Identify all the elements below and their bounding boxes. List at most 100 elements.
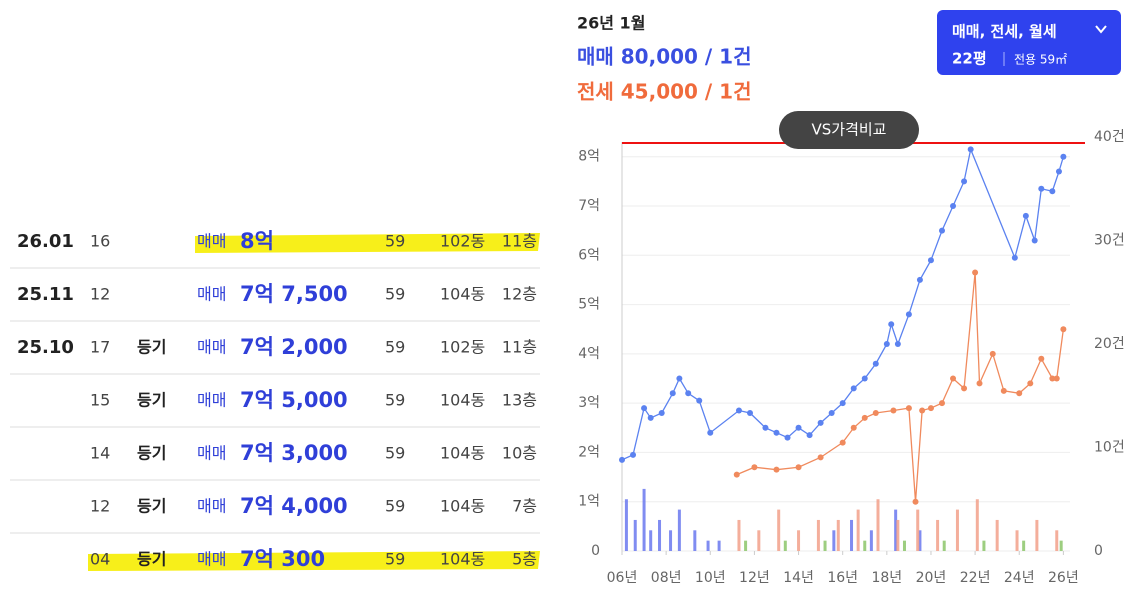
cell-kind: 매매 [197, 285, 226, 304]
x-tick-label: 24년 [1004, 570, 1035, 586]
highlight [88, 551, 540, 571]
cell-day: 12 [90, 497, 110, 516]
volume-bar [918, 530, 922, 551]
price-dot [1055, 168, 1062, 175]
cell-status: 등기 [137, 338, 166, 357]
cell-floor: 12층 [502, 285, 537, 304]
price-dot [747, 410, 753, 416]
compare-label: VS가격비교 [812, 121, 887, 139]
cell-dong: 104동 [440, 444, 485, 463]
cell-kind: 매매 [197, 497, 226, 516]
volume-bar [737, 519, 741, 551]
price-dot [828, 410, 835, 416]
price-dot [817, 419, 824, 426]
price-dot [773, 429, 780, 436]
x-tick-label: 08년 [651, 570, 682, 586]
y-tick-label: 1억 [578, 494, 600, 510]
x-tick-label: 20년 [916, 570, 947, 586]
price-dot [707, 429, 714, 436]
y-tick-label: 2억 [578, 444, 600, 460]
cell-date: 26.01 [17, 231, 74, 252]
cell-area: 59 [385, 497, 405, 516]
cell-dong: 104동 [440, 391, 485, 410]
price-dot [872, 410, 879, 416]
deal-table: 26.01 16 매매 8억 59 102동 11층 25.11 12 매매 7억 7,500 59 1… [10, 229, 540, 571]
price-dot [850, 385, 857, 392]
price-dot [1011, 254, 1018, 261]
cell-kind: 매매 [197, 444, 226, 463]
chart: 0 1억 2억 3억 4억 5억 6억 7억 8억 0 10건 20건 30건 40건 06년 08년 10년 1… [578, 129, 1125, 586]
y2-tick-label: 10건 [1094, 440, 1125, 456]
volume-bar [995, 519, 999, 551]
price-dot [1060, 153, 1067, 160]
price-dot [676, 375, 683, 382]
chevron [1095, 25, 1107, 34]
cell-area: 59 [385, 550, 405, 569]
price-dot [927, 405, 934, 412]
compare-button[interactable]: VS가격비교 [779, 111, 919, 149]
cell-price: 7억 3,000 [240, 441, 348, 465]
cell-kind: 매매 [197, 232, 226, 251]
filter-button[interactable]: 매매, 전세, 월세 22평 전용 59㎡ [937, 10, 1121, 75]
y-tick-label: 3억 [578, 395, 600, 411]
volume-bar [658, 519, 662, 551]
volume-bar [757, 530, 761, 551]
cell-dong: 104동 [440, 285, 485, 304]
volume-bar [902, 540, 906, 551]
price-dot [762, 424, 769, 431]
price-dot [894, 341, 901, 347]
volume-bar [1055, 530, 1059, 551]
price-dot [1016, 390, 1023, 397]
price-dot [950, 203, 957, 209]
volume-bar [706, 540, 710, 551]
y2-tick-label: 40건 [1094, 129, 1125, 145]
price-dot [696, 397, 703, 404]
volume-bar [832, 530, 836, 551]
volume-bar [693, 530, 697, 551]
y-tick-label: 6억 [578, 247, 600, 263]
compare-bg [779, 111, 919, 149]
button-bg [937, 10, 1121, 75]
x-tick-label: 14년 [783, 570, 814, 586]
cell-day: 15 [90, 391, 110, 410]
volume-bar [856, 509, 860, 551]
month: 26년 1월 [577, 14, 645, 33]
price-dot [839, 439, 846, 446]
volume-bar [816, 519, 820, 551]
volume-bar [869, 530, 873, 551]
volume-bar [1059, 540, 1063, 551]
price-dot [919, 407, 926, 414]
x-tick-label: 16년 [827, 570, 858, 586]
volume-bar [982, 540, 986, 551]
filter-label: 매매, 전세, 월세 [952, 23, 1057, 41]
price-dot [735, 407, 742, 414]
cell-dong: 104동 [440, 497, 485, 516]
cell-day: 16 [90, 232, 110, 251]
cell-floor: 11층 [502, 338, 537, 357]
price-line [736, 272, 1065, 502]
volume-bar [942, 540, 946, 551]
cell-area: 59 [385, 232, 405, 251]
y-tick-label: 5억 [578, 297, 600, 313]
y-tick-label: 8억 [578, 149, 600, 165]
cell-area: 59 [385, 338, 405, 357]
x-tick-label: 22년 [960, 570, 991, 586]
price-dot [1000, 387, 1007, 394]
price-dot [972, 269, 979, 276]
volume-bar [783, 540, 787, 551]
price-dot [912, 498, 919, 505]
volume-bar [850, 519, 854, 551]
x-tick-label: 12년 [739, 570, 770, 586]
volume-bar [863, 540, 867, 551]
cell-status: 등기 [137, 391, 166, 410]
price-dot [961, 178, 968, 185]
price-dot [773, 466, 780, 473]
jeonse-summary: 전세 45,000 / 1건 [577, 80, 752, 104]
y2-tick-label: 20건 [1094, 336, 1125, 352]
cell-status: 등기 [137, 550, 166, 569]
price-dot [890, 407, 897, 414]
volume-bar [1015, 530, 1019, 551]
cell-day: 04 [90, 550, 110, 569]
volume-bar [823, 540, 827, 551]
